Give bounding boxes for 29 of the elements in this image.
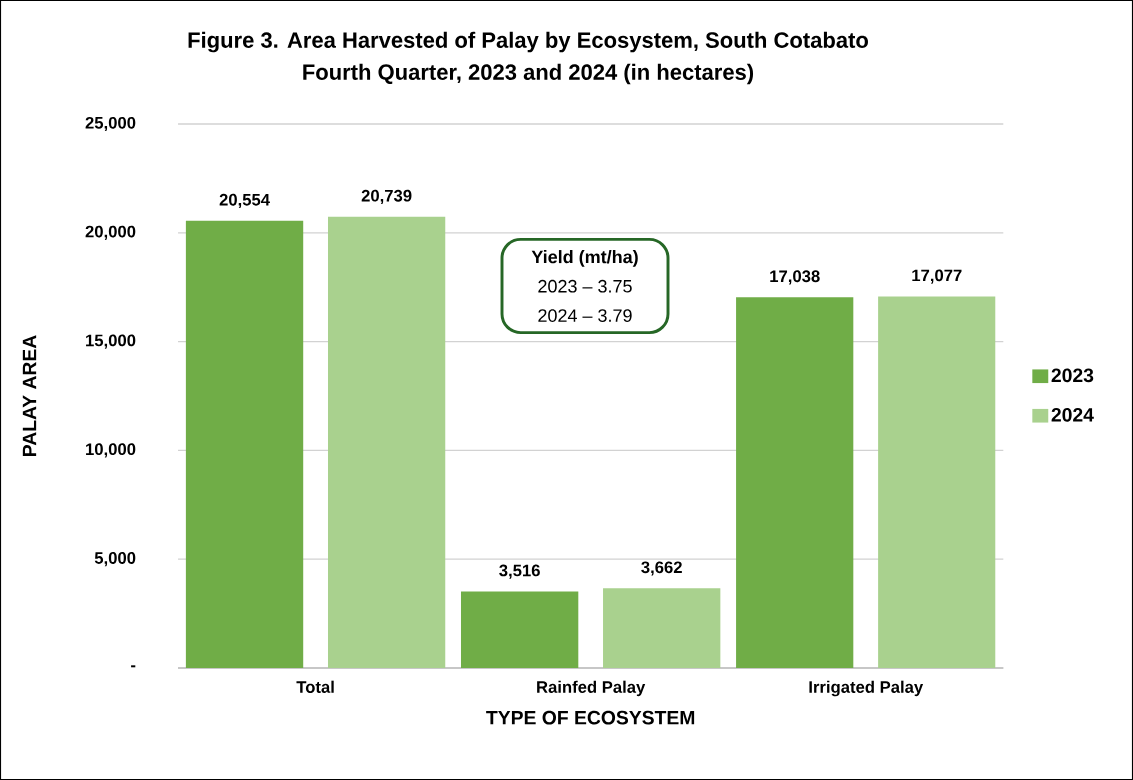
bar — [460, 591, 579, 668]
x-tick-label: Irrigated Palay — [809, 680, 924, 697]
y-tick-label: 25,000 — [85, 116, 136, 132]
data-label: 20,554 — [219, 193, 270, 209]
x-tick-label: Rainfed Palay — [537, 680, 646, 697]
data-label: 17,038 — [770, 270, 820, 285]
data-label: 3,662 — [641, 561, 682, 576]
annotation: Yield (mt/ha) — [531, 250, 638, 267]
y-tick-label: 15,000 — [86, 334, 136, 349]
y-tick-label: 10,000 — [86, 443, 136, 458]
bar — [327, 216, 446, 668]
legend-label: 2023 — [1051, 368, 1094, 383]
bar — [878, 296, 996, 668]
chart-title: Figure 3. Area Harvested of Palay by Ecosystem, South Cotabato Fourth Quarter, 2023 and 2024 (in hectares) — [188, 31, 868, 85]
bar — [603, 588, 721, 668]
y-axis-title: PALAY AREA — [22, 335, 37, 456]
annotation: 2024 – 3.79 — [538, 309, 632, 322]
y-tick-label: - — [131, 665, 136, 668]
x-tick-label: Total — [296, 680, 334, 693]
bar — [185, 220, 304, 668]
x-axis-title: TYPE OF ECOSYSTEM — [486, 710, 695, 725]
annotation: 2023 – 3.75 — [538, 279, 632, 293]
y-tick-label: 20,000 — [85, 225, 136, 240]
data-label: 20,739 — [361, 189, 412, 205]
legend-label: 2024 — [1051, 407, 1094, 422]
data-label: 17,077 — [912, 269, 962, 284]
data-label: 3,516 — [499, 564, 540, 579]
bar — [736, 297, 854, 668]
y-tick-label: 5,000 — [94, 552, 136, 567]
